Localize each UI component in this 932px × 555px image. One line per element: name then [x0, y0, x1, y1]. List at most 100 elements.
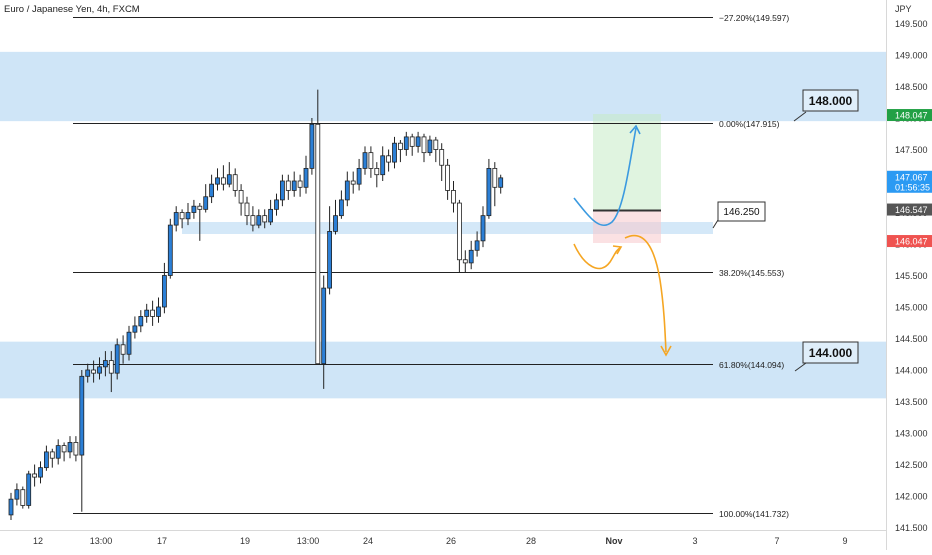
price-axis[interactable]: 149.500149.000148.500148.000147.500147.0…	[895, 19, 928, 533]
trade-stop-box	[593, 210, 661, 243]
fibonacci-levels: −27.20%(149.597) 0.00%(147.915) 38.20%(145…	[73, 13, 789, 519]
candle-down	[350, 180, 356, 185]
candle-up	[415, 136, 421, 147]
candle-up	[44, 451, 49, 469]
candle-down	[297, 180, 303, 188]
price-tick-label: 143.000	[895, 429, 928, 439]
candle-up	[8, 498, 14, 516]
price-tick-label: 145.500	[895, 271, 928, 281]
candle-up	[132, 325, 138, 333]
candle-up	[403, 136, 409, 150]
candle-down	[91, 369, 96, 374]
callout-146250-box[interactable]	[717, 201, 766, 222]
candle-up	[191, 205, 197, 213]
time-tick-label: 24	[363, 536, 373, 546]
candle-up	[173, 212, 179, 226]
candle-up	[327, 230, 333, 289]
candle-up	[338, 199, 344, 217]
price-badge-label: 146.547	[895, 205, 928, 215]
candle-up	[144, 309, 150, 317]
candle-down	[315, 123, 321, 365]
chart-title: Euro / Japanese Yen, 4h, FXCM	[4, 4, 140, 15]
candle-up	[209, 183, 215, 198]
candle-down	[61, 445, 67, 453]
price-tick-label: 149.500	[895, 19, 928, 29]
price-tick-label: 145.000	[895, 303, 928, 313]
time-tick-label: 9	[842, 536, 847, 546]
candle-down	[445, 164, 451, 191]
price-tick-label: 144.000	[895, 366, 928, 376]
candle-up	[114, 344, 120, 374]
candle-down	[409, 136, 415, 147]
callout-148000-box[interactable]	[802, 89, 859, 112]
candle-down	[439, 149, 445, 166]
candle-up	[79, 375, 85, 456]
callout-146250-label: 146.250	[723, 207, 760, 218]
candle-up	[156, 306, 161, 317]
candle-down	[197, 205, 203, 210]
candle-down	[244, 202, 250, 217]
price-badge-label: 147.067	[895, 172, 928, 182]
zone-0	[0, 51, 886, 122]
candle-up	[392, 142, 397, 163]
trade-profit-box	[593, 114, 661, 210]
callout-144000-box[interactable]	[802, 341, 859, 364]
price-tick-label: 143.500	[895, 397, 928, 407]
candle-up	[474, 240, 480, 251]
candle-up	[97, 366, 102, 374]
candle-up	[380, 155, 386, 176]
time-tick-label: 17	[157, 536, 167, 546]
time-tick-label: 26	[446, 536, 456, 546]
price-tick-label: 144.500	[895, 334, 928, 344]
candle-down	[49, 451, 55, 459]
price-badge-label: 146.047	[895, 237, 928, 247]
candle-down	[397, 142, 403, 150]
price-badge	[887, 109, 932, 122]
candle-up	[362, 152, 368, 169]
candle-up	[14, 489, 20, 500]
candle-up	[26, 473, 32, 506]
candle-down	[374, 167, 380, 176]
time-tick-label: 13:00	[297, 536, 320, 546]
candle-down	[120, 344, 126, 355]
time-tick-label: 7	[774, 536, 779, 546]
price-tick-label: 149.000	[895, 51, 928, 61]
currency-label: JPY	[895, 4, 912, 14]
candle-down	[73, 442, 79, 456]
candle-up	[167, 224, 173, 276]
candle-up	[321, 287, 327, 365]
bearish-pullback-head	[612, 245, 623, 255]
zone-1	[0, 341, 886, 399]
price-tick-label: 142.500	[895, 460, 928, 470]
candle-down	[386, 155, 392, 163]
candle-down	[433, 139, 439, 150]
time-tick-label: 28	[526, 536, 536, 546]
candle-up	[333, 215, 338, 232]
candle-down	[250, 215, 256, 226]
candle-up	[55, 445, 61, 459]
price-badge	[887, 170, 932, 193]
candle-up	[203, 196, 209, 210]
candle-up	[498, 177, 504, 188]
candle-up	[303, 167, 309, 188]
bullish-arrow-head	[629, 124, 641, 135]
candle-down	[285, 180, 291, 191]
candle-up	[85, 369, 91, 377]
callout-146250-leader	[712, 219, 719, 229]
candle-down	[220, 177, 226, 185]
fib-level-label: −27.20%(149.597)	[719, 13, 789, 23]
callout-144000-label: 144.000	[809, 346, 853, 360]
time-axis[interactable]: 12 13:00 17 19 13:00 24 26 28 Nov 3 7 9	[33, 536, 848, 546]
bearish-projection-arrow	[624, 235, 667, 353]
candle-up	[161, 275, 167, 308]
bearish-pullback-arrow	[573, 243, 621, 270]
candle-up	[309, 123, 315, 169]
time-tick-label: 19	[240, 536, 250, 546]
candle-up	[215, 177, 220, 185]
fib-level-label: 38.20%(145.553)	[719, 268, 784, 278]
pivot-zone-146250	[182, 222, 713, 234]
time-tick-label: Nov	[605, 536, 622, 546]
